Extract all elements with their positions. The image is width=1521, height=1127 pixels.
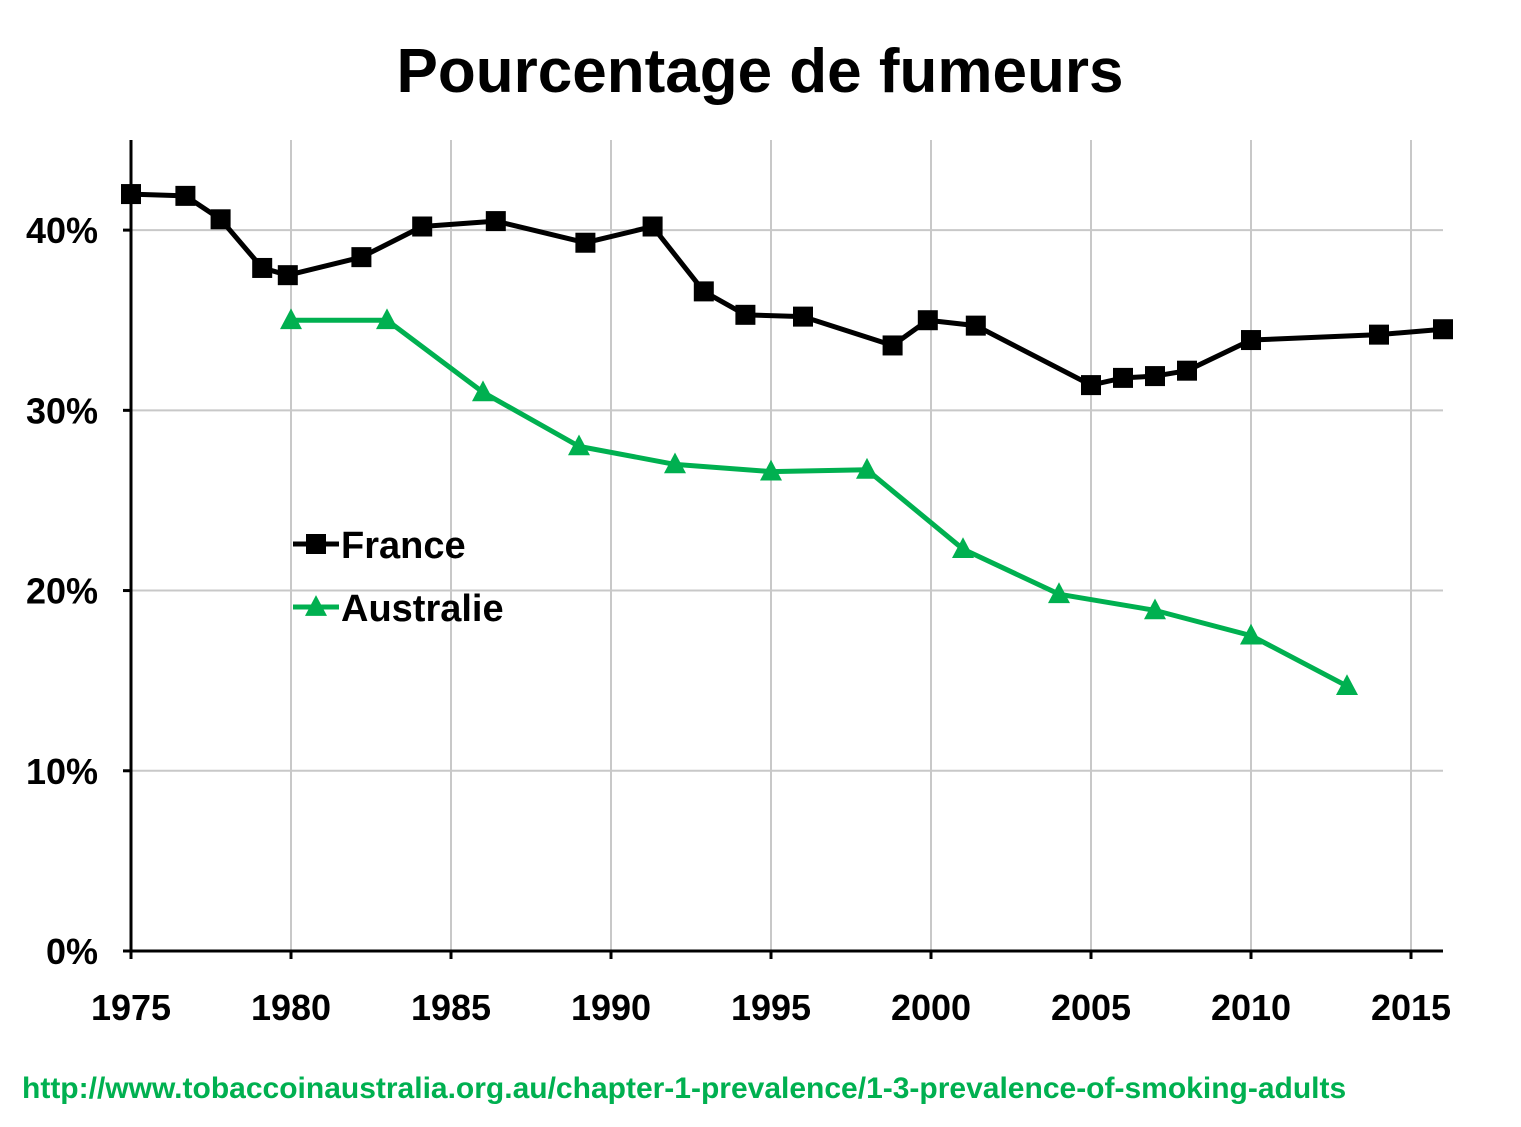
data-point bbox=[1113, 367, 1133, 388]
x-tick-label: 2005 bbox=[1051, 987, 1131, 1028]
series-australie bbox=[280, 308, 1358, 695]
data-point bbox=[1144, 598, 1166, 620]
data-point bbox=[175, 185, 196, 206]
data-point bbox=[121, 184, 141, 205]
data-point bbox=[1240, 623, 1262, 645]
data-point bbox=[882, 335, 903, 356]
x-tick-labels: 1975 1980 1985 1990 1995 2000 2005 2010 2015 bbox=[91, 987, 1451, 1028]
x-tick-label: 1980 bbox=[251, 987, 331, 1028]
data-point bbox=[1369, 324, 1389, 345]
axes bbox=[123, 140, 1443, 959]
data-point bbox=[280, 308, 302, 330]
data-point bbox=[735, 304, 756, 325]
data-series bbox=[121, 184, 1453, 695]
data-point bbox=[856, 457, 878, 479]
series-line bbox=[291, 317, 1349, 689]
data-point bbox=[252, 257, 273, 278]
y-tick-label: 30% bbox=[26, 390, 98, 431]
data-point bbox=[575, 232, 596, 253]
y-tick-label: 40% bbox=[26, 210, 98, 251]
legend: France Australie bbox=[293, 525, 504, 630]
legend-label: Australie bbox=[341, 588, 504, 630]
x-tick-label: 1985 bbox=[411, 987, 491, 1028]
x-tick-label: 1990 bbox=[571, 987, 651, 1028]
data-point bbox=[305, 595, 327, 616]
legend-item: France bbox=[293, 525, 466, 567]
y-tick-labels: 0% 10% 20% 30% 40% bbox=[26, 210, 98, 972]
data-point bbox=[760, 459, 782, 481]
data-point bbox=[965, 315, 986, 336]
x-tick-label: 2010 bbox=[1211, 987, 1291, 1028]
data-point bbox=[568, 434, 590, 456]
data-point bbox=[1048, 582, 1070, 604]
data-point bbox=[664, 452, 686, 474]
y-tick-label: 0% bbox=[46, 931, 98, 972]
legend-item: Australie bbox=[293, 588, 504, 630]
series-line bbox=[130, 191, 1444, 388]
data-point bbox=[1433, 319, 1453, 340]
data-point bbox=[693, 281, 714, 302]
x-tick-label: 2000 bbox=[891, 987, 971, 1028]
data-point bbox=[472, 380, 494, 402]
data-point bbox=[1241, 330, 1261, 351]
data-point bbox=[1145, 366, 1165, 387]
data-point bbox=[1336, 674, 1358, 695]
data-point bbox=[642, 216, 663, 237]
series-france bbox=[121, 184, 1453, 396]
y-tick-label: 20% bbox=[26, 571, 98, 612]
source-url: http://www.tobaccoinaustralia.org.au/cha… bbox=[22, 1072, 1346, 1105]
data-point bbox=[1081, 375, 1101, 396]
data-point bbox=[1177, 360, 1197, 381]
data-point bbox=[917, 310, 938, 331]
x-tick-label: 1975 bbox=[91, 987, 171, 1028]
data-point bbox=[485, 211, 506, 232]
data-point bbox=[351, 247, 372, 268]
data-point bbox=[277, 265, 298, 286]
legend-label: France bbox=[341, 525, 466, 567]
chart-title: Pourcentage de fumeurs bbox=[397, 37, 1124, 106]
data-point bbox=[952, 537, 974, 559]
y-tick-label: 10% bbox=[26, 751, 98, 792]
x-tick-label: 1995 bbox=[731, 987, 811, 1028]
data-point bbox=[376, 308, 398, 330]
data-point bbox=[412, 216, 433, 237]
data-point bbox=[306, 534, 326, 554]
data-point bbox=[793, 306, 813, 327]
data-point bbox=[210, 209, 231, 230]
grid-lines bbox=[131, 140, 1443, 951]
x-tick-label: 2015 bbox=[1371, 987, 1451, 1028]
